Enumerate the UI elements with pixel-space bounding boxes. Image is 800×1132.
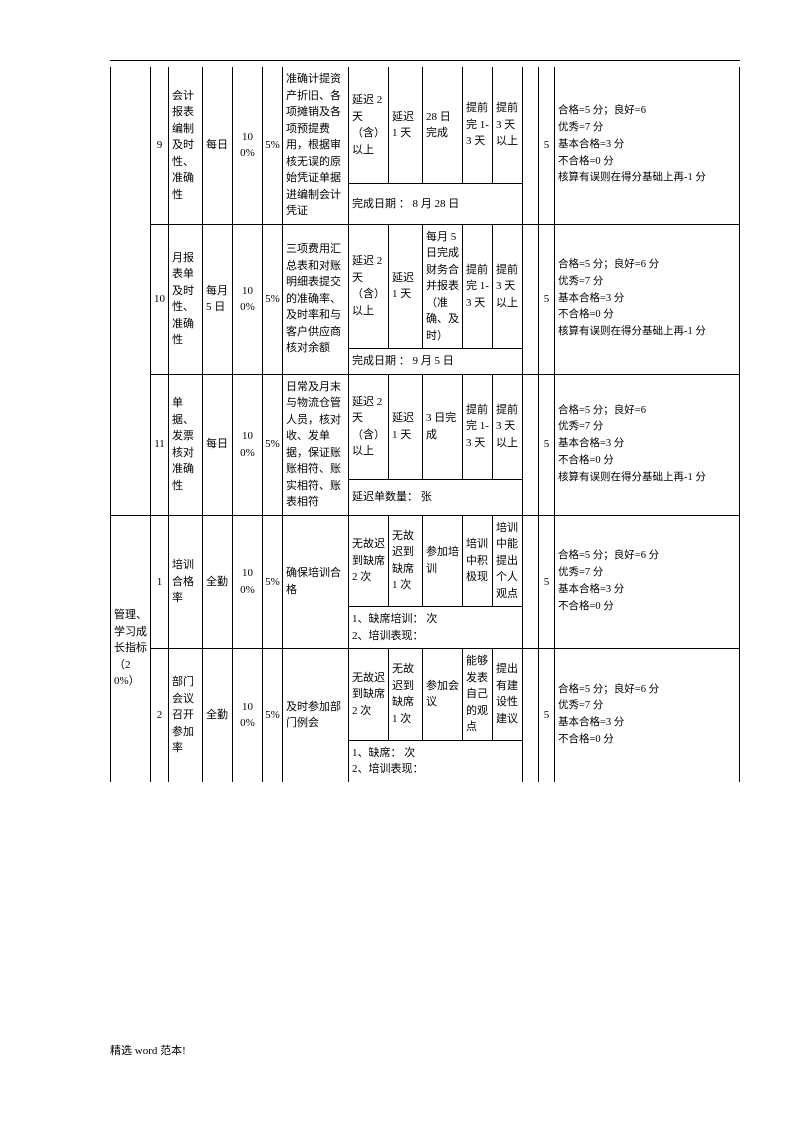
scale-3: 参加会议 [423, 649, 463, 741]
self-score [523, 374, 539, 515]
row-pct: 100% [233, 224, 263, 374]
score-rule: 合格=5 分；良好=6 优秀=7 分 基本合格=3 分 不合格=0 分 核算有误… [555, 67, 740, 224]
scale-2: 延迟 1 天 [389, 67, 423, 184]
row-detail: 1、缺席培训： 次 2、培训表现： [349, 607, 523, 649]
scale-2: 无故迟到缺席 1 次 [389, 649, 423, 741]
row-num: 10 [151, 224, 169, 374]
row-name: 单据、发票核对准确性 [169, 374, 203, 515]
std-score: 5 [539, 224, 555, 374]
category-label: 管理、学习成长指标（20%） [111, 515, 151, 782]
scale-3: 每月 5 日完成财务合并报表（准确、及时） [423, 224, 463, 349]
kpi-table: 9 会计报表编制及时性、准确性 每日 100% 5% 准确计提资产折旧、各项摊销… [110, 67, 740, 782]
row-detail: 延迟单数量： 张 [349, 479, 523, 515]
row-pct: 100% [233, 649, 263, 782]
score-rule: 合格=5 分；良好=6 分 优秀=7 分 基本合格=3 分 不合格=0 分 核算… [555, 224, 740, 374]
scale-1: 无故迟到缺席 2 次 [349, 515, 389, 607]
row-desc: 准确计提资产折旧、各项摊销及各项预提费用，根据审核无误的原始凭证单据进编制会计凭… [283, 67, 349, 224]
scale-2: 延迟 1 天 [389, 374, 423, 479]
self-score [523, 515, 539, 649]
scale-5: 提前 3 天以上 [493, 67, 523, 184]
self-score [523, 67, 539, 224]
row-pct: 100% [233, 67, 263, 224]
std-score: 5 [539, 515, 555, 649]
row-name: 部门会议召开参加率 [169, 649, 203, 782]
std-score: 5 [539, 374, 555, 515]
scale-2: 无故迟到缺席 1 次 [389, 515, 423, 607]
row-freq: 每日 [203, 67, 233, 224]
table-row: 2 部门会议召开参加率 全勤 100% 5% 及时参加部门例会 无故迟到缺席 2… [111, 649, 740, 741]
row-wt: 5% [263, 67, 283, 224]
row-freq: 每日 [203, 374, 233, 515]
scale-1: 无故迟到缺席 2 次 [349, 649, 389, 741]
scale-4: 培训中积极现 [463, 515, 493, 607]
row-num: 2 [151, 649, 169, 782]
row-freq: 全勤 [203, 515, 233, 649]
row-desc: 三项费用汇总表和对账明细表提交的准确率、及时率和与客户供应商核对余额 [283, 224, 349, 374]
row-num: 11 [151, 374, 169, 515]
score-rule: 合格=5 分；良好=6 分 优秀=7 分 基本合格=3 分 不合格=0 分 [555, 515, 740, 649]
scale-2: 延迟 1 天 [389, 224, 423, 349]
table-row: 11 单据、发票核对准确性 每日 100% 5% 日常及月末与物流仓管人员，核对… [111, 374, 740, 479]
table-row: 10 月报表单及时性、准确性 每月 5 日 100% 5% 三项费用汇总表和对账… [111, 224, 740, 349]
row-wt: 5% [263, 515, 283, 649]
scale-4: 提前完 1-3 天 [463, 374, 493, 479]
scale-1: 延迟 2 天（含）以上 [349, 67, 389, 184]
row-freq: 每月 5 日 [203, 224, 233, 374]
row-pct: 100% [233, 374, 263, 515]
row-name: 月报表单及时性、准确性 [169, 224, 203, 374]
row-wt: 5% [263, 224, 283, 374]
scale-5: 提前 3 天以上 [493, 224, 523, 349]
row-detail: 1、缺席： 次 2、培训表现： [349, 740, 523, 782]
row-wt: 5% [263, 649, 283, 782]
std-score: 5 [539, 649, 555, 782]
scale-4: 提前完 1-3 天 [463, 224, 493, 349]
self-score [523, 224, 539, 374]
scale-1: 延迟 2 天（含）以上 [349, 374, 389, 479]
row-desc: 日常及月末与物流仓管人员，核对收、发单据，保证账账相符、账实相符、账表相符 [283, 374, 349, 515]
score-rule: 合格=5 分；良好=6 优秀=7 分 基本合格=3 分 不合格=0 分 核算有误… [555, 374, 740, 515]
scale-3: 28 日完成 [423, 67, 463, 184]
row-name: 会计报表编制及时性、准确性 [169, 67, 203, 224]
scale-4: 能够发表自己的观点 [463, 649, 493, 741]
row-desc: 确保培训合格 [283, 515, 349, 649]
scale-5: 提出有建设性建议 [493, 649, 523, 741]
scale-5: 培训中能提出个人观点 [493, 515, 523, 607]
scale-3: 参加培训 [423, 515, 463, 607]
row-num: 1 [151, 515, 169, 649]
scale-4: 提前完 1-3 天 [463, 67, 493, 184]
row-freq: 全勤 [203, 649, 233, 782]
row-wt: 5% [263, 374, 283, 515]
top-rule [110, 60, 740, 61]
std-score: 5 [539, 67, 555, 224]
row-desc: 及时参加部门例会 [283, 649, 349, 782]
self-score [523, 649, 539, 782]
score-rule: 合格=5 分；良好=6 分 优秀=7 分 基本合格=3 分 不合格=0 分 [555, 649, 740, 782]
row-detail: 完成日期 ： 9 月 5 日 [349, 349, 523, 375]
scale-1: 延迟 2 天（含）以上 [349, 224, 389, 349]
row-pct: 100% [233, 515, 263, 649]
table-row: 管理、学习成长指标（20%） 1 培训合格率 全勤 100% 5% 确保培训合格… [111, 515, 740, 607]
page-footer: 精选 word 范本! [110, 1042, 740, 1058]
table-row: 9 会计报表编制及时性、准确性 每日 100% 5% 准确计提资产折旧、各项摊销… [111, 67, 740, 184]
row-name: 培训合格率 [169, 515, 203, 649]
row-num: 9 [151, 67, 169, 224]
scale-5: 提前 3 天以上 [493, 374, 523, 479]
scale-3: 3 日完成 [423, 374, 463, 479]
row-detail: 完成日期 ： 8 月 28 日 [349, 184, 523, 224]
